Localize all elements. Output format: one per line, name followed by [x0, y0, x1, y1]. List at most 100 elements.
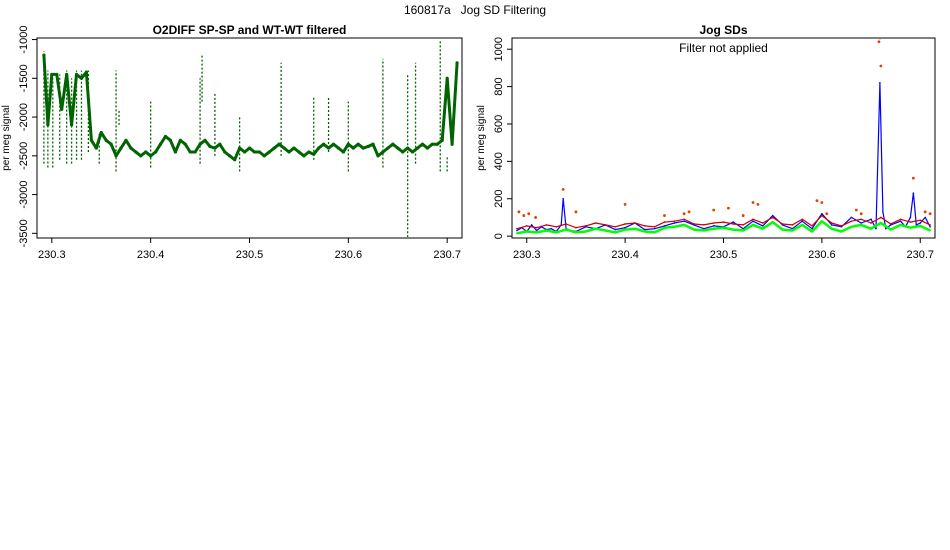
- data-point: [203, 138, 207, 142]
- data-point: [361, 146, 365, 150]
- series-point: [929, 229, 931, 232]
- series-2: [516, 214, 931, 230]
- data-point: [391, 142, 395, 146]
- data-point: [386, 146, 390, 150]
- data-point: [193, 150, 197, 154]
- series-point: [663, 225, 666, 227]
- series-line: [516, 82, 931, 233]
- y-tick-label: -1500: [18, 64, 30, 92]
- data-point: [42, 53, 46, 57]
- series-point: [663, 226, 666, 229]
- series-point: [840, 230, 843, 233]
- data-point: [247, 146, 252, 150]
- data-point: [406, 146, 410, 150]
- plot-area: [42, 39, 459, 237]
- outlier-point: [574, 210, 578, 214]
- x-tick-label: 230.3: [513, 249, 541, 261]
- data-point: [134, 150, 138, 154]
- series-point: [653, 225, 656, 228]
- outlier-point: [663, 214, 666, 217]
- series-point: [525, 230, 528, 233]
- outlier-point: [854, 208, 858, 212]
- x-tick-label: 230.7: [906, 249, 934, 261]
- data-point: [183, 142, 187, 146]
- series-point: [722, 221, 725, 223]
- data-point: [168, 138, 173, 142]
- data-point: [307, 150, 311, 154]
- series-point: [875, 227, 877, 230]
- series-point: [850, 220, 853, 222]
- series-point: [634, 222, 636, 224]
- series-point: [624, 223, 626, 225]
- series-point: [860, 224, 863, 226]
- outlier-point: [911, 176, 915, 180]
- series-point: [870, 218, 872, 221]
- series-point: [624, 228, 626, 231]
- series-point: [840, 225, 843, 227]
- y-tick-label: 200: [493, 190, 505, 208]
- series-point: [732, 221, 735, 223]
- series-point: [860, 222, 863, 224]
- series-point: [555, 225, 558, 228]
- series-point: [909, 226, 912, 229]
- series-point: [594, 227, 597, 230]
- series-point: [879, 82, 881, 84]
- data-point: [267, 150, 271, 154]
- series-point: [919, 222, 922, 224]
- series-point: [575, 231, 577, 234]
- data-point: [60, 107, 64, 111]
- outlier-point: [751, 201, 755, 204]
- outlier-point: [879, 64, 883, 68]
- data-point: [455, 61, 459, 65]
- series-point: [575, 226, 577, 229]
- series-point: [830, 227, 833, 230]
- series-point: [693, 228, 695, 231]
- data-point: [238, 146, 242, 150]
- series-point: [565, 223, 567, 225]
- series-point: [752, 224, 754, 226]
- series-point: [771, 214, 774, 217]
- series-point: [781, 223, 784, 225]
- series-point: [614, 228, 617, 231]
- series-point: [811, 230, 813, 233]
- outlier-point: [923, 210, 927, 214]
- series-point: [516, 232, 518, 235]
- y-tick-label: 600: [493, 115, 505, 133]
- data-point: [89, 138, 93, 142]
- data-point: [228, 154, 232, 158]
- outlier-point: [815, 199, 819, 203]
- x-tick-label: 230.3: [38, 249, 66, 261]
- data-point: [356, 142, 360, 146]
- series-point: [584, 225, 587, 227]
- outlier-point: [820, 201, 824, 204]
- series-point: [870, 222, 872, 224]
- series-point: [562, 197, 564, 200]
- data-point: [326, 146, 331, 150]
- series-point: [634, 227, 636, 230]
- data-point: [257, 150, 261, 154]
- data-point: [79, 76, 84, 80]
- outlier-point: [522, 214, 526, 217]
- series-point: [909, 216, 912, 219]
- data-point: [242, 150, 247, 154]
- data-point: [158, 142, 163, 146]
- series-point: [712, 227, 715, 230]
- data-point: [223, 150, 227, 154]
- series-point: [732, 223, 735, 225]
- series-point: [830, 224, 833, 226]
- series-point: [614, 225, 617, 228]
- data-point: [292, 146, 296, 150]
- data-point: [149, 154, 153, 158]
- series-point: [742, 224, 744, 226]
- y-tick-label: 800: [493, 77, 505, 95]
- series-point: [732, 228, 735, 231]
- data-point: [341, 150, 345, 154]
- series-point: [801, 218, 803, 221]
- data-point: [94, 146, 98, 150]
- data-point: [440, 138, 444, 142]
- series-point: [762, 222, 764, 224]
- series-point: [530, 224, 533, 226]
- data-point: [50, 72, 54, 77]
- data-point: [129, 146, 133, 150]
- y-tick-label: 1000: [493, 37, 505, 61]
